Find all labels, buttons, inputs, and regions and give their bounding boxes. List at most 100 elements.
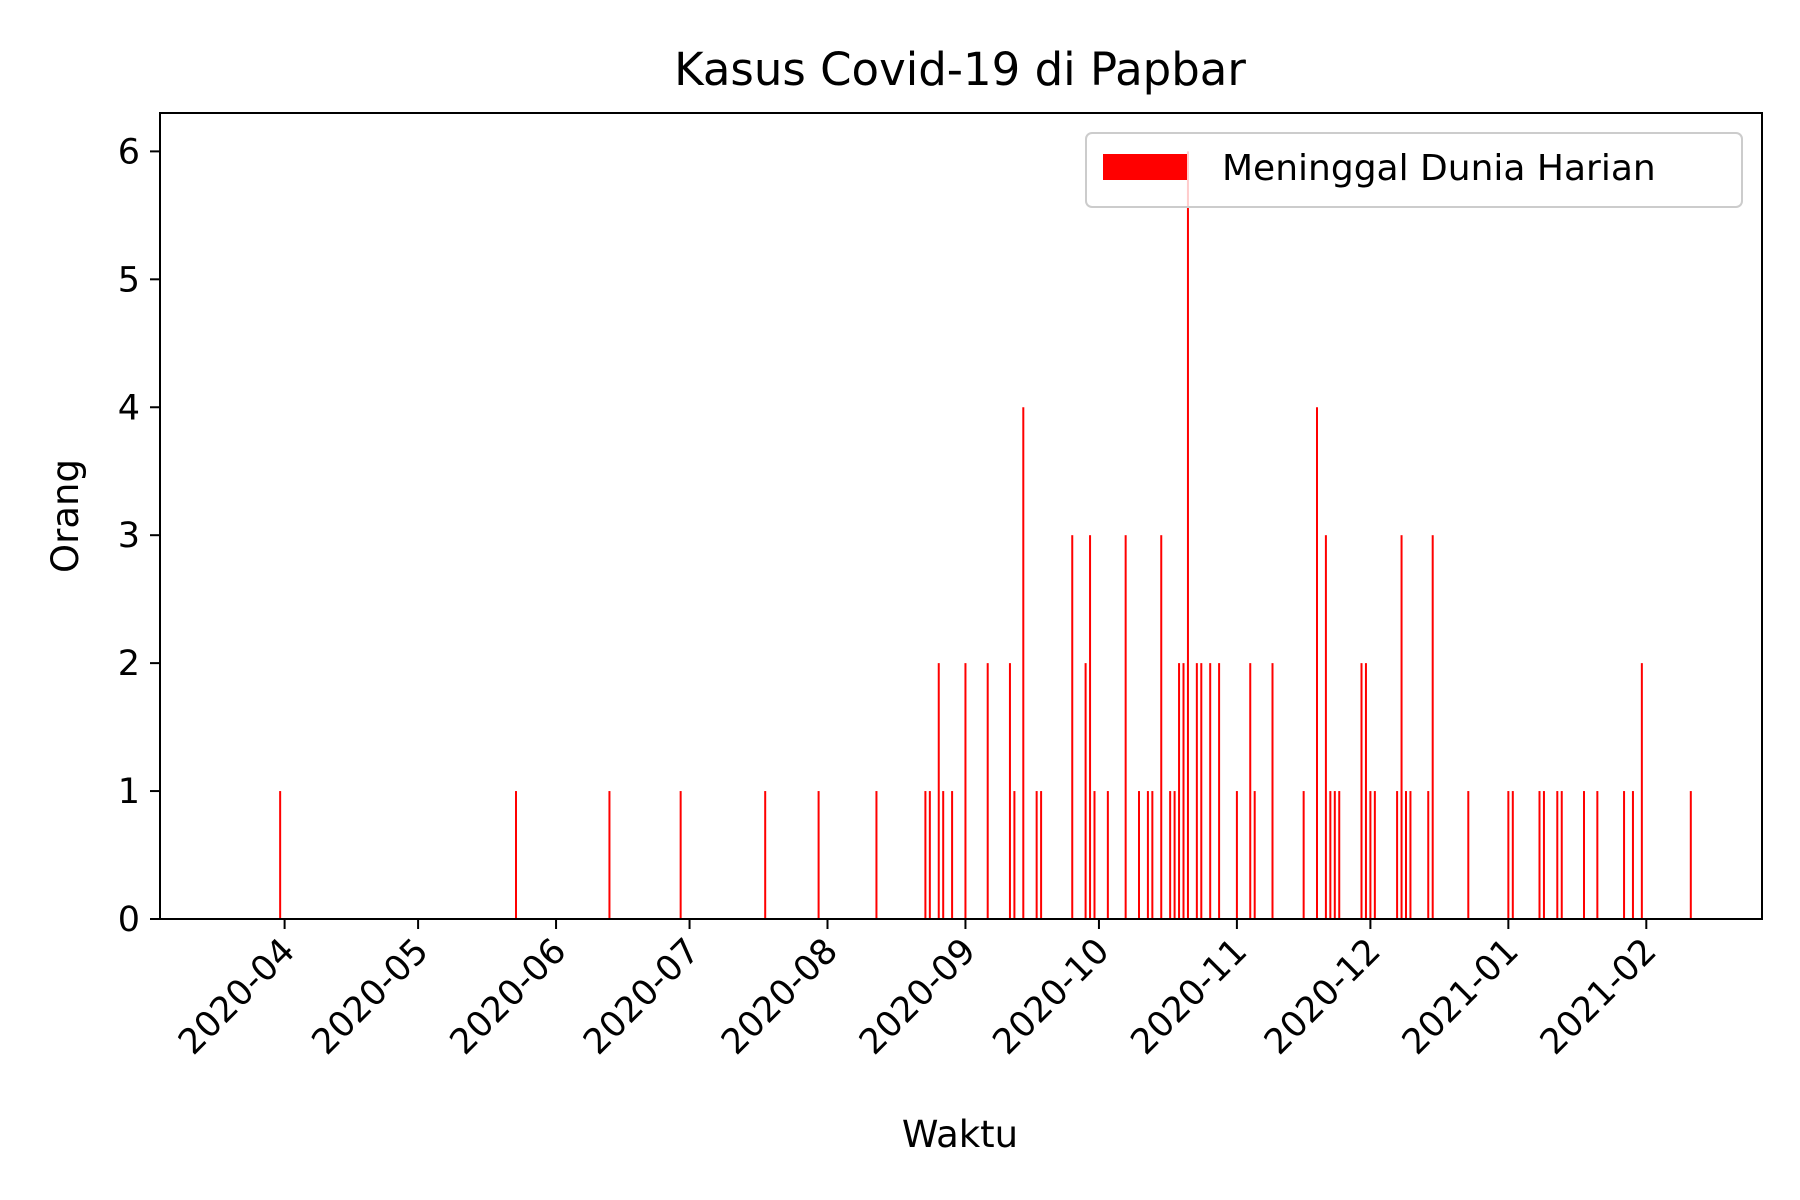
bar — [951, 791, 954, 919]
bar — [964, 663, 967, 919]
bar — [1316, 407, 1318, 919]
bar — [1333, 791, 1336, 919]
x-tick-label: 2020-06 — [443, 931, 575, 1063]
bar — [1369, 791, 1372, 919]
y-tick-label: 0 — [118, 900, 140, 940]
bar — [1106, 791, 1109, 919]
bar — [1182, 663, 1185, 919]
bar — [937, 663, 940, 919]
bar — [1631, 791, 1634, 919]
bar — [679, 791, 682, 919]
bar — [1022, 407, 1025, 919]
bar — [986, 663, 989, 919]
bar — [1146, 791, 1149, 919]
bar — [1008, 663, 1011, 919]
legend-label: Meninggal Dunia Harian — [1222, 148, 1656, 189]
y-tick-label: 4 — [118, 388, 140, 428]
bar — [1538, 791, 1541, 919]
bar — [1467, 791, 1470, 919]
bar — [1511, 791, 1514, 919]
y-axis: 0 1 2 3 4 5 6 — [118, 132, 160, 940]
bar — [817, 791, 820, 919]
x-tick-label: 2020-12 — [1257, 931, 1389, 1063]
y-tick-label: 6 — [118, 132, 140, 172]
x-tick-label: 2021-01 — [1395, 931, 1527, 1063]
bar — [1329, 791, 1332, 919]
bar — [1173, 791, 1176, 919]
bar — [1560, 791, 1563, 919]
bar — [1013, 791, 1016, 919]
bar — [1640, 663, 1643, 919]
plot-frame — [159, 112, 1763, 920]
bar — [1200, 663, 1203, 919]
bar — [1209, 663, 1212, 919]
y-tick-label: 3 — [118, 516, 140, 556]
bar — [942, 791, 945, 919]
bar — [608, 791, 611, 919]
x-tick-label: 2020-07 — [576, 931, 708, 1063]
bar — [1364, 663, 1367, 919]
x-tick-label: 2020-11 — [1124, 931, 1256, 1063]
bar — [1396, 791, 1399, 919]
bar — [1360, 663, 1363, 919]
y-tick-label: 5 — [118, 260, 140, 300]
bar — [1035, 791, 1038, 919]
x-tick-label: 2020-05 — [305, 931, 437, 1063]
bar — [1507, 791, 1510, 919]
bar — [875, 791, 878, 919]
legend-swatch — [1103, 154, 1187, 180]
bar — [1583, 791, 1585, 919]
bar — [1324, 535, 1327, 919]
y-tick-label: 1 — [118, 772, 140, 812]
bar — [1124, 535, 1127, 919]
bar — [1249, 663, 1252, 919]
bar — [1431, 535, 1434, 919]
x-axis-label: Waktu — [902, 1113, 1018, 1156]
bar — [1186, 151, 1189, 919]
chart-title: Kasus Covid-19 di Papbar — [674, 43, 1246, 96]
x-tick-label: 2020-09 — [852, 931, 984, 1063]
x-tick-label: 2020-10 — [986, 931, 1118, 1063]
bar — [1138, 791, 1140, 919]
bar — [1271, 663, 1274, 919]
bar — [1542, 791, 1545, 919]
bar — [928, 791, 931, 919]
bar — [515, 791, 517, 919]
bar — [1178, 663, 1181, 919]
bar — [1084, 663, 1087, 919]
bar — [1427, 791, 1430, 919]
y-axis-label: Orang — [44, 459, 87, 573]
bar — [1089, 535, 1092, 919]
x-tick-label: 2021-02 — [1533, 931, 1665, 1063]
bar-series — [279, 151, 1692, 919]
bar — [1623, 791, 1626, 919]
bar — [1689, 791, 1692, 919]
bar — [764, 791, 767, 919]
bar — [1405, 791, 1407, 919]
bar — [1151, 791, 1154, 919]
bar — [1400, 535, 1403, 919]
bar — [1373, 791, 1376, 919]
bar — [1596, 791, 1599, 919]
bar — [1235, 791, 1238, 919]
bar — [1160, 535, 1163, 919]
legend-frame — [1085, 132, 1743, 208]
x-tick-label: 2020-04 — [171, 931, 303, 1063]
bar — [1409, 791, 1412, 919]
bar — [1338, 791, 1341, 919]
bar — [1071, 535, 1074, 919]
bar — [1040, 791, 1043, 919]
bar — [1195, 663, 1198, 919]
bar — [924, 791, 927, 919]
x-axis: 2020-04 2020-05 2020-06 2020-07 2020-08 2020-… — [171, 919, 1665, 1063]
legend: Meninggal Dunia Harian — [1085, 132, 1743, 208]
bar — [279, 791, 282, 919]
bar — [1218, 663, 1221, 919]
bar — [1556, 791, 1559, 919]
x-tick-label: 2020-08 — [714, 931, 846, 1063]
bar — [1093, 791, 1096, 919]
bar — [1253, 791, 1256, 919]
bar — [1302, 791, 1305, 919]
bar — [1169, 791, 1172, 919]
